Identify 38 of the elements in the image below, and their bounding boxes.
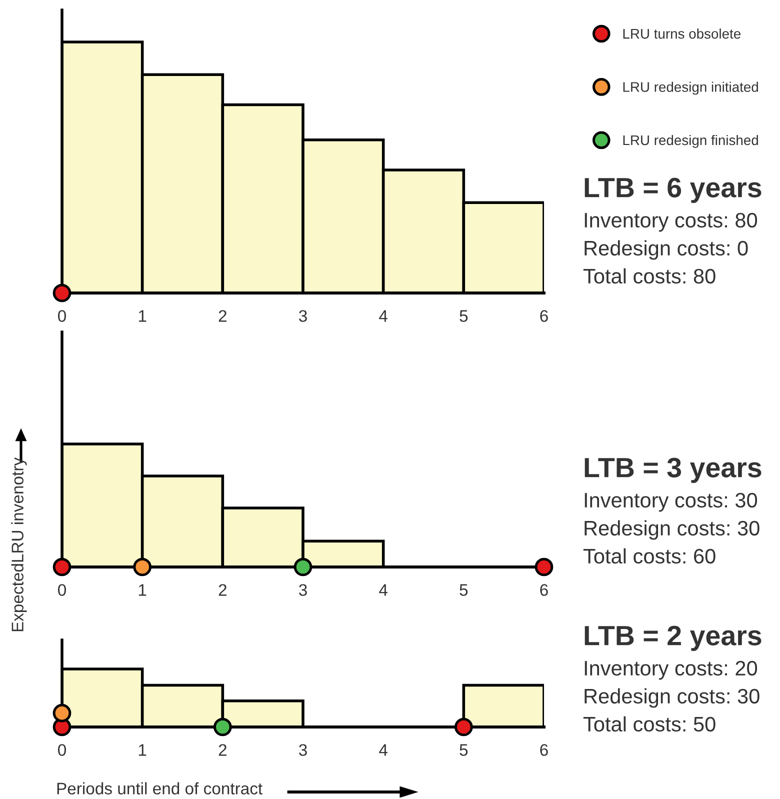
x-tick-label: 2 [218, 310, 226, 322]
x-tick-label: 6 [540, 584, 548, 596]
text: Inventory costs: 20 [584, 660, 758, 680]
legend-label: LRU redesign initiated [623, 82, 758, 95]
x-tick-label: 1 [138, 310, 146, 322]
x-tick-label: 0 [58, 310, 66, 322]
y-axis-title: ExpectedLRU invenotry [11, 457, 27, 632]
x-tick-label: 4 [379, 310, 388, 322]
x-tick-label: 1 [138, 744, 146, 756]
text: LTB = 6 years [584, 178, 762, 203]
text: Total costs: 60 [583, 548, 716, 564]
x-tick-label: 2 [218, 744, 226, 756]
x-tick-label: 3 [299, 584, 307, 596]
text: LTB = 2 years [584, 626, 762, 651]
legend-label: LRU redesign finished [623, 134, 758, 148]
x-tick-label: 3 [299, 310, 307, 322]
x-tick-label: 4 [379, 584, 388, 596]
x-tick-label: 5 [460, 744, 468, 756]
legend-label: LRU turns obsolete [623, 28, 740, 39]
text: Inventory costs: 80 [584, 212, 758, 232]
x-axis-title: Periods until end of contract [57, 782, 262, 794]
text: Redesign costs: 30 [584, 688, 760, 708]
x-tick-label: 4 [379, 744, 388, 756]
x-tick-label: 6 [540, 744, 548, 756]
x-tick-label: 0 [58, 584, 66, 596]
x-tick-label: 2 [218, 584, 226, 596]
x-tick-label: 3 [299, 744, 307, 756]
text: Inventory costs: 30 [584, 492, 758, 512]
text: Total costs: 80 [583, 268, 716, 284]
x-tick-label: 5 [460, 310, 468, 322]
x-tick-label: 0 [58, 744, 66, 756]
x-tick-label: 5 [460, 584, 468, 596]
x-tick-label: 6 [540, 310, 548, 322]
text: Total costs: 50 [583, 716, 716, 732]
x-tick-label: 1 [138, 584, 146, 596]
text: LTB = 3 years [584, 458, 762, 483]
text: Redesign costs: 30 [584, 520, 760, 540]
text: Redesign costs: 0 [584, 240, 748, 260]
